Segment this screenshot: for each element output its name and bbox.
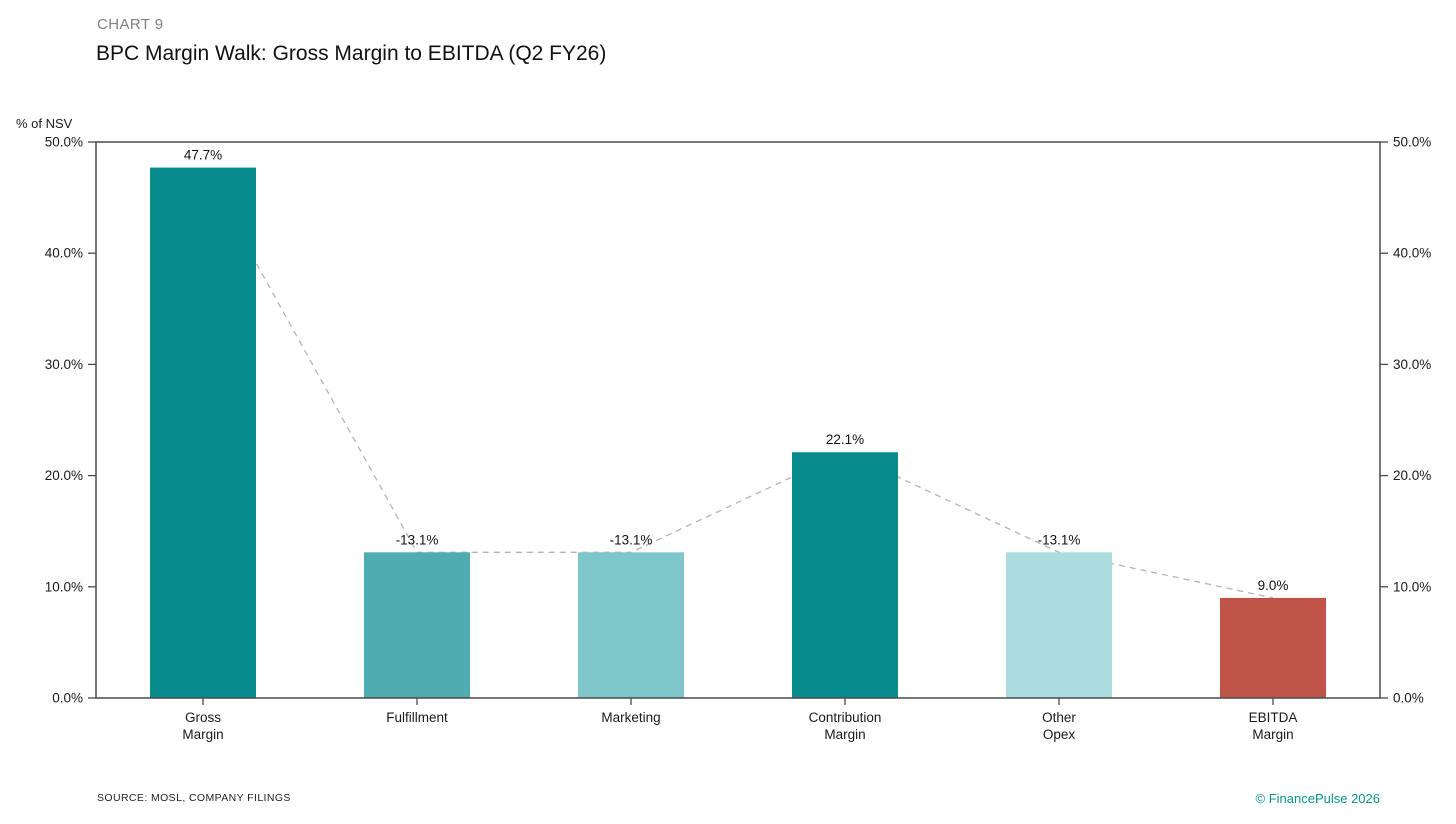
right-tick-label: 50.0% <box>1393 135 1431 150</box>
right-tick-label: 20.0% <box>1393 468 1431 483</box>
plot-border <box>95 141 1381 699</box>
left-tick-label: 40.0% <box>45 246 83 261</box>
waterfall-connector-line <box>202 167 1274 599</box>
left-tick-label: 10.0% <box>45 579 83 594</box>
copyright-credit: © FinancePulse 2026 <box>1255 791 1381 806</box>
right-tick-label: 10.0% <box>1393 579 1431 594</box>
value-label-contribution-margin: 22.1% <box>826 432 864 447</box>
value-label-ebitda-margin: 9.0% <box>1258 578 1289 593</box>
bar-contribution-margin <box>792 452 898 698</box>
bar-other-opex <box>1006 552 1112 698</box>
value-label-gross-margin: 47.7% <box>184 148 222 163</box>
bar-marketing <box>578 552 684 698</box>
left-tick-label: 20.0% <box>45 468 83 483</box>
category-label-other-opex: Other Opex <box>1042 710 1076 742</box>
category-label-marketing: Marketing <box>601 710 660 725</box>
left-tick-label: 50.0% <box>45 135 83 150</box>
bar-gross-margin <box>150 167 256 699</box>
chart-number-label: CHART 9 <box>97 16 164 33</box>
right-tick-label: 0.0% <box>1393 691 1424 706</box>
value-label-fulfillment: -13.1% <box>396 532 439 547</box>
bar-ebitda-margin <box>1220 597 1326 698</box>
source-note: SOURCE: MOSL, COMPANY FILINGS <box>97 792 291 804</box>
left-tick-label: 30.0% <box>45 357 83 372</box>
category-label-fulfillment: Fulfillment <box>386 710 448 725</box>
category-label-contribution-margin: Contribution Margin <box>809 710 882 742</box>
right-tick-label: 30.0% <box>1393 357 1431 372</box>
category-label-gross-margin: Gross Margin <box>182 710 223 742</box>
category-label-ebitda-margin: EBITDA Margin <box>1249 710 1298 742</box>
value-label-other-opex: -13.1% <box>1038 532 1081 547</box>
left-tick-label: 0.0% <box>52 691 83 706</box>
chart-title: BPC Margin Walk: Gross Margin to EBITDA … <box>96 42 607 65</box>
y-axis-unit-label: % of NSV <box>16 116 73 131</box>
right-tick-label: 40.0% <box>1393 246 1431 261</box>
value-label-marketing: -13.1% <box>610 532 653 547</box>
bar-fulfillment <box>364 552 470 698</box>
